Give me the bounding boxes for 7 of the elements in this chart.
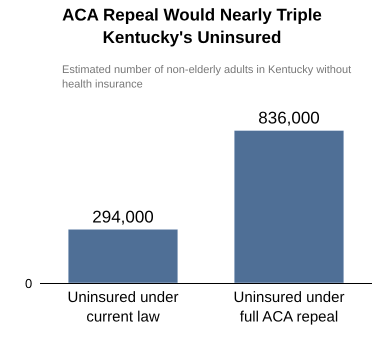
x-tick-label: Uninsured under current law xyxy=(68,289,178,326)
data-label: 836,000 xyxy=(258,108,320,128)
text: 0 xyxy=(25,276,32,291)
x-tick-label: Uninsured under full ACA repeal xyxy=(234,289,344,326)
data-label: 294,000 xyxy=(92,207,154,226)
chart-subtitle: Estimated number of non-elderly adults in Kentucky without health insurance xyxy=(62,64,352,90)
chart-title: ACA Repeal Would Nearly Triple Kentucky's Uninsured xyxy=(62,6,322,47)
